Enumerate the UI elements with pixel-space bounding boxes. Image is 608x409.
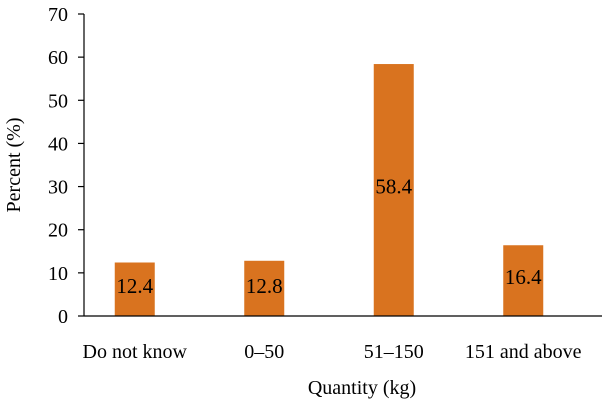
y-tick-label: 0 xyxy=(58,306,68,328)
x-axis-labels: Do not know 0–50 51–150 151 and above xyxy=(83,341,582,363)
x-category-label: 151 and above xyxy=(465,341,582,363)
data-labels-group: 12.4 12.8 58.4 16.4 xyxy=(116,175,542,298)
y-tick-label: 40 xyxy=(48,133,68,155)
bar xyxy=(503,245,544,316)
y-axis-title: Percent (%) xyxy=(3,118,25,213)
y-tick-label: 30 xyxy=(48,177,68,199)
x-category-label: 0–50 xyxy=(244,341,284,363)
bars-group xyxy=(114,64,544,316)
bar-data-label: 58.4 xyxy=(375,175,412,199)
bar-data-label: 12.4 xyxy=(116,274,153,298)
y-tick-label: 60 xyxy=(48,47,68,69)
bar xyxy=(373,64,414,316)
y-tick-label: 70 xyxy=(48,4,68,26)
x-category-label: Do not know xyxy=(83,341,188,363)
y-axis-ticks: 0 10 20 30 40 50 60 70 xyxy=(48,4,84,328)
bar xyxy=(244,260,285,316)
bar-data-label: 12.8 xyxy=(246,274,283,298)
bar xyxy=(114,262,155,316)
x-axis-title: Quantity (kg) xyxy=(308,377,416,399)
y-tick-label: 50 xyxy=(48,90,68,112)
bar-data-label: 16.4 xyxy=(505,265,542,289)
x-category-label: 51–150 xyxy=(364,341,424,363)
y-tick-label: 20 xyxy=(48,220,68,242)
y-tick-label: 10 xyxy=(48,263,68,285)
